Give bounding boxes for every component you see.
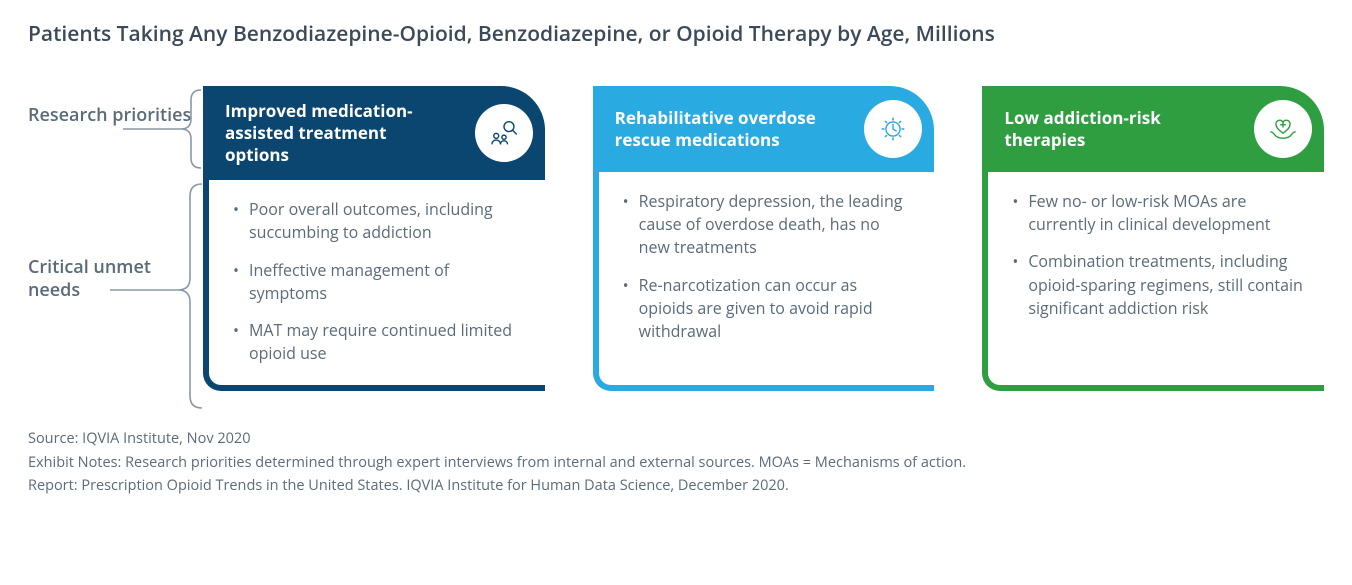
card-header: Low addiction-risk therapies: [982, 86, 1324, 172]
hands-heart-icon: [1254, 100, 1312, 158]
card-header: Improved medication-assisted treatment o…: [203, 86, 545, 180]
bullet-list: Respiratory depression, the leading caus…: [621, 190, 915, 343]
page-title: Patients Taking Any Benzodiazepine-Opioi…: [28, 20, 1324, 48]
card-body: Few no- or low-risk MOAs are currently i…: [982, 172, 1324, 391]
card-header: Rehabilitative overdose rescue medicatio…: [593, 86, 935, 172]
bullet-list: Few no- or low-risk MOAs are currently i…: [1010, 190, 1304, 320]
footer-exhibit-notes: Exhibit Notes: Research priorities deter…: [28, 451, 1324, 474]
bullet-item: Ineffective management of symptoms: [231, 259, 525, 305]
card-body: Poor overall outcomes, including succumb…: [203, 180, 545, 391]
footer-report: Report: Prescription Opioid Trends in th…: [28, 474, 1324, 497]
footer-source: Source: IQVIA Institute, Nov 2020: [28, 427, 1324, 450]
bracket-unmet: [110, 178, 206, 418]
footer-notes: Source: IQVIA Institute, Nov 2020 Exhibi…: [28, 427, 1324, 497]
bullet-item: MAT may require continued limited opioid…: [231, 319, 525, 365]
bullet-item: Re-narcotization can occur as opioids ar…: [621, 274, 915, 344]
card-rehab: Rehabilitative overdose rescue medicatio…: [593, 86, 935, 391]
gear-clock-icon: [864, 100, 922, 158]
bullet-list: Poor overall outcomes, including succumb…: [231, 198, 525, 365]
bullet-item: Few no- or low-risk MOAs are currently i…: [1010, 190, 1304, 236]
bullet-item: Poor overall outcomes, including succumb…: [231, 198, 525, 244]
card-header-text: Low addiction-risk therapies: [1004, 107, 1234, 151]
cards-row: Improved medication-assisted treatment o…: [203, 86, 1324, 391]
card-header-text: Rehabilitative overdose rescue medicatio…: [615, 107, 845, 151]
bracket-research: [123, 86, 203, 172]
people-search-icon: [475, 104, 533, 162]
card-body: Respiratory depression, the leading caus…: [593, 172, 935, 391]
bullet-item: Combination treatments, including opioid…: [1010, 250, 1304, 320]
card-mat: Improved medication-assisted treatment o…: [203, 86, 545, 391]
row-labels-column: Research priorities Critical unmet needs: [28, 86, 203, 391]
infographic-grid: Research priorities Critical unmet needs…: [28, 86, 1324, 391]
bullet-item: Respiratory depression, the leading caus…: [621, 190, 915, 260]
card-low-risk: Low addiction-risk therapies Few no- or …: [982, 86, 1324, 391]
card-header-text: Improved medication-assisted treatment o…: [225, 100, 455, 166]
